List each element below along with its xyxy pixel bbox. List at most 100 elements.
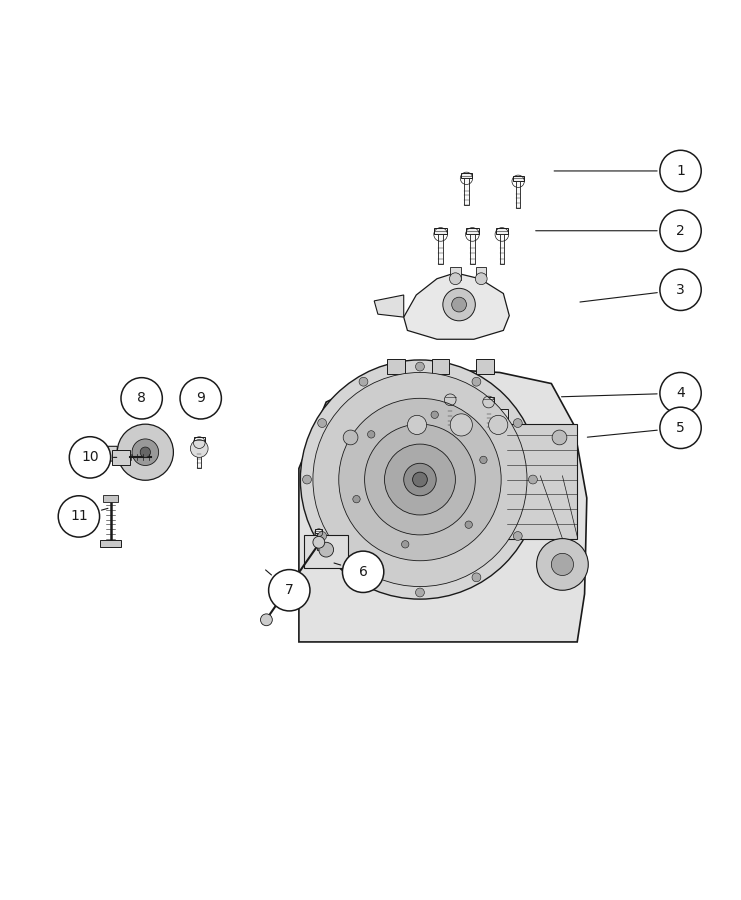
Circle shape [121, 378, 162, 419]
FancyBboxPatch shape [315, 529, 322, 533]
FancyBboxPatch shape [488, 409, 508, 425]
FancyBboxPatch shape [317, 533, 320, 550]
Circle shape [479, 456, 487, 464]
Circle shape [339, 399, 501, 561]
Text: 1: 1 [676, 164, 685, 178]
Circle shape [261, 614, 272, 626]
Text: 7: 7 [285, 583, 293, 598]
FancyBboxPatch shape [451, 267, 461, 280]
Circle shape [313, 536, 325, 548]
Circle shape [660, 269, 701, 310]
Polygon shape [374, 295, 404, 317]
Circle shape [451, 414, 472, 436]
Text: 11: 11 [70, 509, 87, 524]
FancyBboxPatch shape [439, 234, 443, 264]
Circle shape [408, 415, 427, 435]
FancyBboxPatch shape [451, 409, 472, 425]
Circle shape [443, 288, 475, 320]
Text: 3: 3 [677, 283, 685, 297]
Circle shape [402, 541, 409, 548]
Circle shape [318, 418, 327, 427]
Circle shape [117, 424, 173, 481]
FancyBboxPatch shape [432, 359, 450, 374]
Circle shape [300, 360, 539, 599]
Circle shape [343, 430, 358, 445]
Circle shape [552, 430, 567, 445]
FancyBboxPatch shape [103, 495, 118, 502]
Circle shape [413, 472, 428, 487]
Circle shape [536, 538, 588, 590]
Circle shape [660, 407, 701, 448]
FancyBboxPatch shape [507, 424, 577, 538]
Text: 8: 8 [137, 392, 146, 405]
Text: 9: 9 [196, 392, 205, 405]
FancyBboxPatch shape [304, 535, 348, 568]
Circle shape [660, 150, 701, 192]
FancyBboxPatch shape [483, 397, 494, 402]
Circle shape [528, 475, 537, 484]
Text: 5: 5 [677, 421, 685, 435]
Text: 6: 6 [359, 565, 368, 579]
Circle shape [475, 273, 487, 284]
Circle shape [365, 424, 475, 535]
FancyBboxPatch shape [476, 267, 486, 280]
Circle shape [190, 440, 208, 457]
Circle shape [404, 464, 436, 496]
Circle shape [472, 377, 481, 386]
Text: 10: 10 [82, 450, 99, 464]
Circle shape [70, 436, 110, 478]
Circle shape [359, 573, 368, 581]
Circle shape [269, 570, 310, 611]
Polygon shape [82, 446, 117, 461]
Circle shape [551, 554, 574, 575]
Circle shape [488, 415, 508, 435]
FancyBboxPatch shape [496, 229, 508, 234]
FancyBboxPatch shape [513, 176, 524, 181]
Circle shape [302, 475, 311, 484]
Polygon shape [539, 428, 568, 447]
Circle shape [431, 411, 439, 418]
FancyBboxPatch shape [388, 359, 405, 374]
FancyBboxPatch shape [487, 402, 491, 428]
FancyBboxPatch shape [448, 400, 452, 425]
Circle shape [353, 496, 360, 503]
FancyBboxPatch shape [100, 540, 121, 547]
Circle shape [318, 532, 327, 540]
Circle shape [416, 588, 425, 597]
FancyBboxPatch shape [466, 229, 479, 234]
FancyBboxPatch shape [194, 437, 205, 443]
Circle shape [465, 521, 473, 528]
FancyBboxPatch shape [516, 181, 520, 208]
FancyBboxPatch shape [434, 229, 447, 234]
Circle shape [514, 532, 522, 540]
Circle shape [514, 418, 522, 427]
FancyBboxPatch shape [445, 394, 456, 400]
Circle shape [132, 439, 159, 465]
FancyBboxPatch shape [461, 173, 472, 178]
Circle shape [82, 446, 97, 461]
Text: 2: 2 [677, 224, 685, 238]
Polygon shape [299, 369, 587, 642]
Circle shape [359, 377, 368, 386]
Circle shape [660, 373, 701, 414]
FancyBboxPatch shape [465, 178, 468, 205]
FancyBboxPatch shape [197, 443, 202, 468]
FancyBboxPatch shape [112, 450, 130, 464]
Circle shape [319, 543, 333, 557]
Circle shape [59, 496, 99, 537]
FancyBboxPatch shape [408, 409, 427, 425]
Circle shape [313, 373, 527, 587]
Circle shape [385, 444, 456, 515]
Circle shape [342, 551, 384, 592]
Polygon shape [341, 428, 373, 447]
Circle shape [452, 297, 467, 312]
FancyBboxPatch shape [476, 359, 494, 374]
Circle shape [660, 210, 701, 251]
FancyBboxPatch shape [499, 234, 504, 264]
Text: 4: 4 [677, 386, 685, 400]
Circle shape [450, 273, 462, 284]
Circle shape [472, 573, 481, 581]
Circle shape [368, 431, 375, 438]
Polygon shape [404, 273, 509, 339]
Polygon shape [373, 423, 539, 447]
